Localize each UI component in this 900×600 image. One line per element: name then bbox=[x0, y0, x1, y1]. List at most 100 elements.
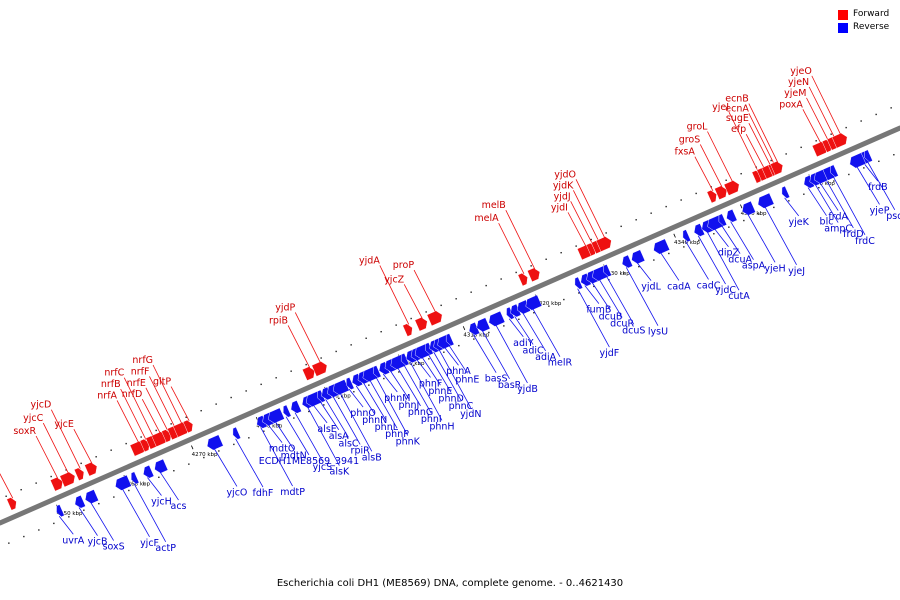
forward-gene-leader bbox=[35, 435, 59, 479]
forward-gene-leader bbox=[728, 112, 759, 172]
forward-gene-leader bbox=[379, 265, 410, 325]
reverse-gene-label: yjcF bbox=[140, 538, 159, 549]
reverse-gene-leader bbox=[636, 262, 652, 281]
reverse-gene-label: phnP bbox=[385, 429, 409, 440]
guide-dot bbox=[383, 377, 385, 380]
guide-dot bbox=[593, 285, 595, 288]
guide-dot bbox=[425, 311, 427, 313]
forward-gene-leader bbox=[73, 429, 93, 464]
gene-shape bbox=[757, 192, 775, 209]
reverse-gene-label: phnI bbox=[421, 414, 442, 425]
forward-gene-leader bbox=[802, 109, 822, 144]
reverse-gene-arrow bbox=[693, 223, 706, 237]
reverse-gene-leader bbox=[363, 382, 387, 422]
gene-shape bbox=[653, 238, 670, 255]
guide-dot bbox=[623, 272, 625, 274]
guide-dot bbox=[23, 535, 25, 538]
gene-shape bbox=[723, 180, 740, 196]
reverse-gene-leader bbox=[390, 370, 410, 400]
reverse-gene-leader bbox=[697, 235, 726, 285]
gene-shape bbox=[510, 303, 522, 318]
forward-gene-arrow bbox=[426, 310, 443, 327]
forward-gene-label: poxA bbox=[779, 99, 803, 110]
reverse-gene-label: yjdF bbox=[599, 348, 619, 359]
reverse-gene-leader bbox=[260, 427, 293, 487]
reverse-gene-leader bbox=[598, 278, 623, 318]
reverse-gene-arrow bbox=[682, 229, 692, 243]
reverse-gene-label: yjdL bbox=[641, 282, 661, 293]
reverse-gene-leader bbox=[121, 488, 150, 538]
reverse-gene-leader bbox=[159, 471, 179, 501]
legend-item-reverse: Reverse bbox=[838, 21, 889, 34]
reverse-gene-leader bbox=[747, 213, 776, 263]
reverse-gene-label: phnG bbox=[408, 407, 433, 418]
reverse-gene-label: basR bbox=[498, 380, 522, 391]
reverse-gene-arrow bbox=[290, 400, 302, 414]
reverse-gene-leader bbox=[481, 330, 510, 380]
forward-gene-leader bbox=[699, 144, 723, 188]
guide-dot bbox=[743, 219, 745, 222]
gene-shape bbox=[283, 404, 292, 418]
forward-gene-arrow bbox=[714, 185, 728, 200]
guide-dot bbox=[350, 344, 352, 346]
reverse-gene-leader bbox=[584, 285, 600, 304]
reverse-gene-label: mdtP bbox=[280, 487, 305, 498]
guide-dot bbox=[293, 417, 295, 419]
reverse-gene-label: alsA bbox=[329, 431, 349, 442]
reverse-gene-label: dcuS bbox=[622, 325, 645, 336]
guide-dot bbox=[245, 390, 247, 392]
reverse-gene-leader bbox=[235, 438, 264, 488]
forward-gene-label: ecnB bbox=[725, 94, 749, 105]
forward-gene-label: yjcZ bbox=[384, 274, 404, 285]
forward-gene-label: nrfC bbox=[104, 368, 124, 379]
reverse-gene-label: aspA bbox=[742, 261, 766, 272]
guide-dot bbox=[305, 363, 307, 366]
reverse-gene-label: adiA bbox=[535, 352, 556, 363]
guide-dot bbox=[875, 113, 877, 116]
reverse-gene-leader bbox=[606, 275, 635, 325]
forward-gene-label: yjdP bbox=[275, 302, 295, 313]
guide-dot bbox=[20, 488, 22, 491]
guide-dot bbox=[218, 450, 220, 452]
gene-shape bbox=[85, 489, 99, 504]
guide-dot bbox=[548, 305, 550, 307]
kbp-tick-label: 4300 kbp bbox=[399, 361, 425, 367]
forward-gene-leader bbox=[694, 156, 714, 192]
forward-gene-leader bbox=[575, 179, 606, 239]
guide-dot bbox=[728, 226, 730, 228]
forward-gene-label: nrfA bbox=[97, 390, 117, 401]
reverse-gene-leader bbox=[332, 395, 361, 445]
forward-gene-arrow bbox=[59, 471, 76, 488]
gene-shape bbox=[830, 164, 839, 178]
reverse-gene-leader bbox=[375, 376, 409, 436]
forward-gene-arrow bbox=[770, 161, 784, 176]
reverse-gene-leader bbox=[730, 221, 754, 260]
backbone-dots bbox=[5, 107, 895, 544]
reverse-gene-leader bbox=[706, 231, 740, 291]
reverse-gene-label: blc bbox=[820, 217, 834, 228]
guide-dot bbox=[323, 404, 325, 406]
forward-gene-leader bbox=[811, 75, 842, 135]
guide-dot bbox=[725, 179, 727, 181]
reverse-gene-leader bbox=[472, 334, 497, 373]
reverse-gene-leader bbox=[508, 318, 524, 337]
reverse-gene-label: yjeP bbox=[870, 205, 890, 216]
reverse-gene-label: yjeH bbox=[764, 263, 785, 274]
reverse-gene-leader bbox=[319, 401, 340, 430]
reverse-swatch bbox=[838, 22, 848, 33]
reverse-gene-arrow bbox=[653, 238, 670, 255]
gene-shape bbox=[595, 236, 612, 252]
forward-swatch bbox=[838, 9, 848, 20]
guide-dot bbox=[785, 153, 787, 155]
guide-dot bbox=[185, 416, 187, 418]
forward-gene-arrow bbox=[402, 323, 413, 337]
reverse-gene-label: lysU bbox=[648, 327, 668, 338]
kbp-tick-mark bbox=[673, 233, 676, 238]
gene-shape bbox=[525, 294, 543, 311]
guide-dot bbox=[560, 251, 562, 254]
guide-dot bbox=[83, 509, 85, 511]
guide-dot bbox=[620, 225, 622, 228]
reverse-gene-label: frdB bbox=[868, 182, 888, 193]
reverse-gene-arrow bbox=[718, 213, 728, 227]
